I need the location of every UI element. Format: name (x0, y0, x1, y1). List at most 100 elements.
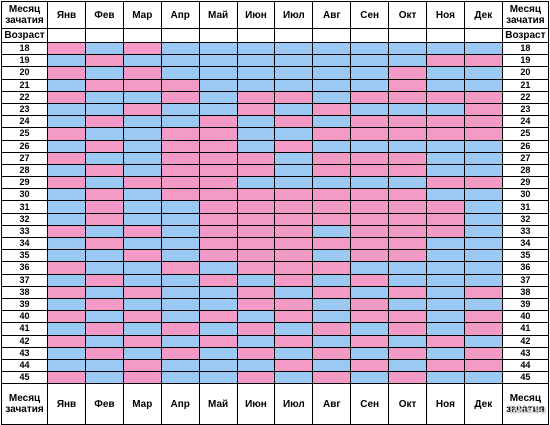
age-label: 30 (501, 188, 550, 202)
blue-cell (122, 139, 162, 153)
blue-cell (160, 285, 200, 299)
blue-cell (122, 200, 162, 214)
blue-cell (312, 334, 352, 348)
pink-cell (236, 151, 276, 165)
pink-cell (350, 236, 390, 251)
pink-cell (388, 66, 427, 80)
pink-cell (122, 371, 162, 385)
blue-cell (312, 297, 352, 312)
age-label-right: Возраст (501, 28, 550, 43)
pink-cell (84, 139, 124, 153)
blue-cell (122, 346, 162, 360)
blue-cell (160, 297, 200, 312)
blue-cell (312, 358, 352, 373)
pink-cell (236, 212, 276, 226)
age-header-blank (350, 28, 390, 43)
age-label: 43 (501, 346, 550, 360)
month-header-jun: Июн (236, 1, 276, 29)
blue-cell (198, 297, 238, 312)
pink-cell (350, 310, 390, 324)
blue-cell (47, 346, 86, 360)
blue-cell (463, 66, 503, 80)
pink-cell (84, 188, 124, 202)
age-label: 25 (0, 127, 49, 141)
blue-cell (274, 66, 314, 80)
age-label: 32 (0, 212, 49, 226)
pink-cell (160, 90, 200, 104)
blue-cell (350, 285, 390, 299)
blue-cell (274, 285, 314, 299)
blue-cell (425, 102, 465, 117)
blue-cell (274, 78, 314, 92)
blue-cell (122, 322, 162, 336)
month-header-jan: Янв (47, 1, 86, 29)
age-label: 24 (501, 115, 550, 129)
pink-cell (236, 163, 276, 178)
blue-cell (236, 139, 276, 153)
pink-cell (425, 358, 465, 373)
age-header-blank (47, 28, 86, 43)
pink-cell (122, 285, 162, 299)
pink-cell (198, 176, 238, 190)
pink-cell (47, 261, 86, 275)
blue-cell (198, 285, 238, 299)
pink-cell (122, 358, 162, 373)
month-header-dec: Дек (463, 1, 503, 29)
age-label: 24 (0, 115, 49, 129)
blue-cell (122, 115, 162, 129)
pink-cell (84, 346, 124, 360)
age-row: 44 44 (0, 358, 550, 373)
age-label: 31 (501, 200, 550, 214)
age-row: 33 33 (0, 224, 550, 239)
pink-cell (47, 224, 86, 239)
age-label: 23 (0, 102, 49, 117)
age-label: 26 (501, 139, 550, 153)
blue-cell (122, 188, 162, 202)
blue-cell (160, 212, 200, 226)
month-header-oct: Окт (388, 1, 427, 29)
blue-cell (160, 371, 200, 385)
pink-cell (236, 236, 276, 251)
blue-cell (425, 78, 465, 92)
pink-cell (236, 249, 276, 263)
age-header-blank (274, 28, 314, 43)
blue-cell (160, 310, 200, 324)
pink-cell (236, 285, 276, 299)
pink-cell (350, 334, 390, 348)
age-label: 42 (501, 334, 550, 348)
blue-cell (236, 41, 276, 56)
blue-cell (312, 66, 352, 80)
blue-cell (350, 261, 390, 275)
pink-cell (47, 66, 86, 80)
pink-cell (274, 236, 314, 251)
age-label: 44 (0, 358, 49, 373)
pink-cell (122, 224, 162, 239)
blue-cell (463, 78, 503, 92)
blue-cell (350, 41, 390, 56)
blue-cell (463, 236, 503, 251)
pink-cell (274, 334, 314, 348)
pink-cell (425, 200, 465, 214)
age-label: 45 (0, 371, 49, 385)
pink-cell (312, 163, 352, 178)
age-label: 18 (0, 41, 49, 56)
pink-cell (463, 127, 503, 141)
pink-cell (160, 322, 200, 336)
blue-cell (122, 273, 162, 287)
blue-cell (350, 346, 390, 360)
blue-cell (425, 346, 465, 360)
age-row: 40 40 (0, 310, 550, 324)
pink-cell (463, 115, 503, 129)
blue-cell (463, 188, 503, 202)
age-header-blank (198, 28, 238, 43)
blue-cell (463, 249, 503, 263)
blue-cell (198, 78, 238, 92)
pink-cell (160, 139, 200, 153)
month-footer-mar: Мар (122, 383, 162, 425)
blue-cell (198, 66, 238, 80)
blue-cell (350, 322, 390, 336)
age-row: 22 22 (0, 90, 550, 104)
age-row: 41 41 (0, 322, 550, 336)
blue-cell (160, 66, 200, 80)
pink-cell (388, 90, 427, 104)
